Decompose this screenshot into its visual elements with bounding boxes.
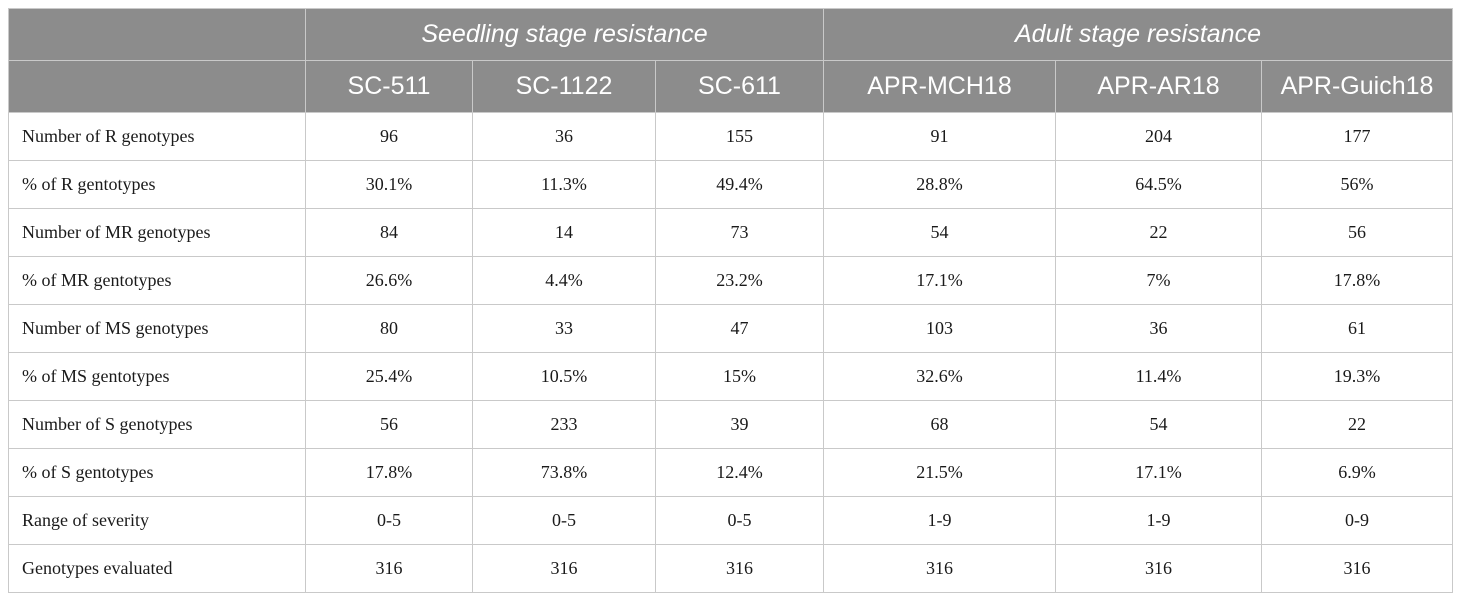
table-row: % of MS gentotypes 25.4% 10.5% 15% 32.6%…	[8, 352, 1453, 401]
table-cell: 6.9%	[1261, 448, 1453, 497]
table-cell: 22	[1261, 400, 1453, 449]
table-cell: 316	[1261, 544, 1453, 593]
table-cell: 11.4%	[1055, 352, 1262, 401]
table-cell: 26.6%	[305, 256, 473, 305]
table-cell: 47	[655, 304, 824, 353]
group-header-row: Seedling stage resistance Adult stage re…	[8, 8, 1453, 61]
table-cell: 36	[1055, 304, 1262, 353]
table-cell: 103	[823, 304, 1056, 353]
table-cell: 316	[823, 544, 1056, 593]
table-cell: 54	[1055, 400, 1262, 449]
table-row: % of R gentotypes 30.1% 11.3% 49.4% 28.8…	[8, 160, 1453, 209]
table-cell: 21.5%	[823, 448, 1056, 497]
table-row: % of MR gentotypes 26.6% 4.4% 23.2% 17.1…	[8, 256, 1453, 305]
corner-cell	[8, 8, 306, 61]
row-label: % of S gentotypes	[8, 448, 306, 497]
table-cell: 56	[1261, 208, 1453, 257]
table-row: Genotypes evaluated 316 316 316 316 316 …	[8, 544, 1453, 593]
column-header: SC-1122	[472, 60, 656, 113]
table-cell: 64.5%	[1055, 160, 1262, 209]
table-cell: 68	[823, 400, 1056, 449]
table-cell: 23.2%	[655, 256, 824, 305]
table-cell: 28.8%	[823, 160, 1056, 209]
row-label: Range of severity	[8, 496, 306, 545]
table-cell: 22	[1055, 208, 1262, 257]
row-label: % of MR gentotypes	[8, 256, 306, 305]
row-label: Genotypes evaluated	[8, 544, 306, 593]
table-cell: 204	[1055, 112, 1262, 161]
table-cell: 32.6%	[823, 352, 1056, 401]
table-body: Number of R genotypes 96 36 155 91 204 1…	[8, 112, 1453, 593]
row-label: Number of MR genotypes	[8, 208, 306, 257]
table-header: Seedling stage resistance Adult stage re…	[8, 8, 1453, 113]
table-cell: 4.4%	[472, 256, 656, 305]
table-cell: 177	[1261, 112, 1453, 161]
row-label: % of MS gentotypes	[8, 352, 306, 401]
table-cell: 1-9	[1055, 496, 1262, 545]
table-row: Number of MS genotypes 80 33 47 103 36 6…	[8, 304, 1453, 353]
table-cell: 19.3%	[1261, 352, 1453, 401]
table-cell: 80	[305, 304, 473, 353]
table-cell: 33	[472, 304, 656, 353]
table-cell: 54	[823, 208, 1056, 257]
table-cell: 0-9	[1261, 496, 1453, 545]
table-cell: 30.1%	[305, 160, 473, 209]
table-cell: 1-9	[823, 496, 1056, 545]
table-cell: 56%	[1261, 160, 1453, 209]
table-cell: 0-5	[472, 496, 656, 545]
row-label: Number of R genotypes	[8, 112, 306, 161]
table-cell: 316	[472, 544, 656, 593]
group-header-adult: Adult stage resistance	[823, 8, 1453, 61]
table-cell: 84	[305, 208, 473, 257]
table-cell: 316	[305, 544, 473, 593]
corner-cell	[8, 60, 306, 113]
table-row: % of S gentotypes 17.8% 73.8% 12.4% 21.5…	[8, 448, 1453, 497]
table-cell: 17.8%	[1261, 256, 1453, 305]
table-cell: 61	[1261, 304, 1453, 353]
column-header: APR-AR18	[1055, 60, 1262, 113]
table-cell: 0-5	[655, 496, 824, 545]
column-header: APR-Guich18	[1261, 60, 1453, 113]
table-cell: 17.8%	[305, 448, 473, 497]
column-header: APR-MCH18	[823, 60, 1056, 113]
table-row: Number of MR genotypes 84 14 73 54 22 56	[8, 208, 1453, 257]
column-header: SC-511	[305, 60, 473, 113]
table-cell: 7%	[1055, 256, 1262, 305]
table-cell: 0-5	[305, 496, 473, 545]
table-cell: 316	[1055, 544, 1262, 593]
table-cell: 17.1%	[1055, 448, 1262, 497]
table-row: Range of severity 0-5 0-5 0-5 1-9 1-9 0-…	[8, 496, 1453, 545]
table-cell: 14	[472, 208, 656, 257]
table-cell: 11.3%	[472, 160, 656, 209]
resistance-table: Seedling stage resistance Adult stage re…	[8, 8, 1453, 593]
table-cell: 10.5%	[472, 352, 656, 401]
column-header: SC-611	[655, 60, 824, 113]
group-header-seedling: Seedling stage resistance	[305, 8, 824, 61]
table-cell: 39	[655, 400, 824, 449]
table-cell: 91	[823, 112, 1056, 161]
table-cell: 56	[305, 400, 473, 449]
table-cell: 96	[305, 112, 473, 161]
row-label: Number of MS genotypes	[8, 304, 306, 353]
row-label: Number of S genotypes	[8, 400, 306, 449]
table-cell: 12.4%	[655, 448, 824, 497]
table-cell: 155	[655, 112, 824, 161]
table-cell: 233	[472, 400, 656, 449]
table-cell: 73.8%	[472, 448, 656, 497]
table-row: Number of R genotypes 96 36 155 91 204 1…	[8, 112, 1453, 161]
column-header-row: SC-511 SC-1122 SC-611 APR-MCH18 APR-AR18…	[8, 60, 1453, 113]
table-cell: 316	[655, 544, 824, 593]
row-label: % of R gentotypes	[8, 160, 306, 209]
table-cell: 49.4%	[655, 160, 824, 209]
table-cell: 25.4%	[305, 352, 473, 401]
table-cell: 36	[472, 112, 656, 161]
table-cell: 15%	[655, 352, 824, 401]
table-cell: 17.1%	[823, 256, 1056, 305]
table-cell: 73	[655, 208, 824, 257]
table-row: Number of S genotypes 56 233 39 68 54 22	[8, 400, 1453, 449]
